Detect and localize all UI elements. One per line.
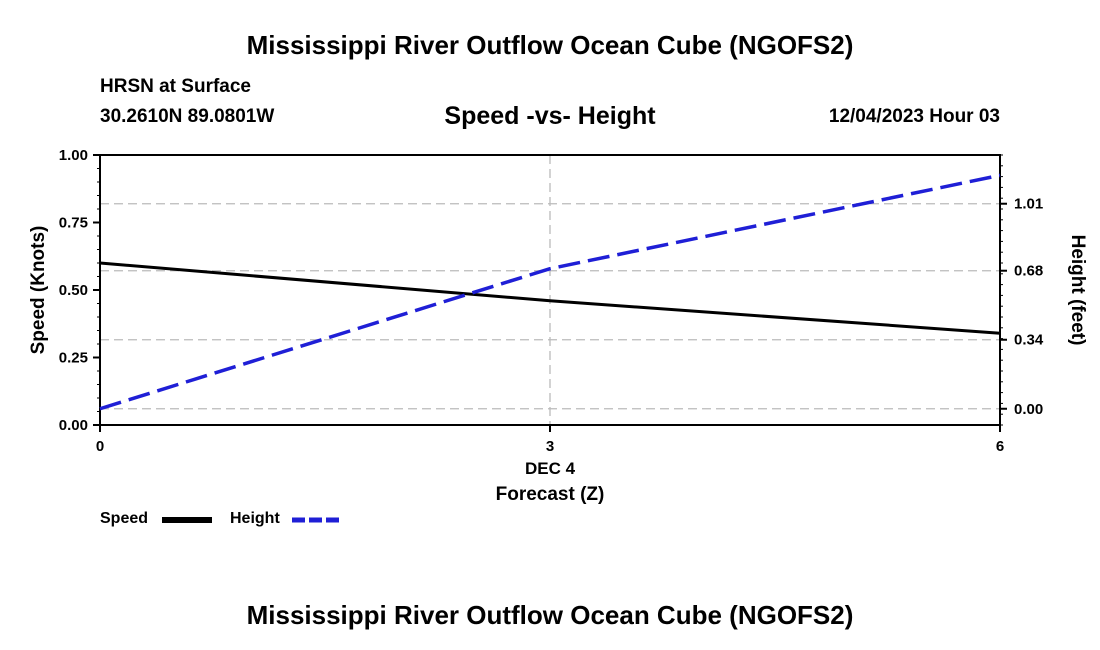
xtick-label: 3	[546, 438, 554, 455]
series-line-speed	[99, 261, 1001, 335]
legend-height-label: Height	[230, 510, 280, 527]
ytick-label-left: 1.00	[59, 147, 88, 164]
coordinates-label: 30.2610N 89.0801W	[100, 106, 275, 127]
series-line-height	[99, 173, 1001, 411]
datetime-label: 12/04/2023 Hour 03	[828, 106, 1000, 127]
footer-title: Mississippi River Outflow Ocean Cube (NG…	[246, 600, 854, 630]
chart-axes: 0.00 0.25 0.50 0.75 1.00 0.00 0.34 0.68 1.01 0 3 6 D…	[28, 147, 1088, 505]
chart-grid	[100, 155, 1000, 425]
x-date-label: DEC 4	[525, 459, 576, 478]
ytick-label-left: 0.00	[59, 417, 88, 434]
xtick-label: 0	[96, 438, 104, 455]
chart-title: Speed -vs- Height	[444, 102, 656, 130]
y-axis-label-left: Speed (Knots)	[28, 226, 49, 355]
ytick-label-left: 0.50	[59, 282, 88, 299]
legend-speed-label: Speed	[100, 510, 149, 527]
ytick-label-left: 0.75	[59, 215, 88, 232]
station-label: HRSN at Surface	[100, 76, 251, 97]
ytick-label-right: 0.68	[1014, 263, 1043, 280]
ytick-label-left: 0.25	[59, 350, 88, 367]
page-title: Mississippi River Outflow Ocean Cube (NG…	[246, 30, 854, 60]
x-axis-label: Forecast (Z)	[496, 484, 605, 505]
xtick-label: 6	[996, 438, 1004, 455]
ytick-label-right: 1.01	[1014, 196, 1043, 213]
y-axis-label-right: Height (feet)	[1067, 235, 1088, 346]
chart-series	[99, 173, 1001, 411]
ytick-label-right: 0.34	[1014, 332, 1044, 349]
ytick-label-right: 0.00	[1014, 401, 1043, 418]
